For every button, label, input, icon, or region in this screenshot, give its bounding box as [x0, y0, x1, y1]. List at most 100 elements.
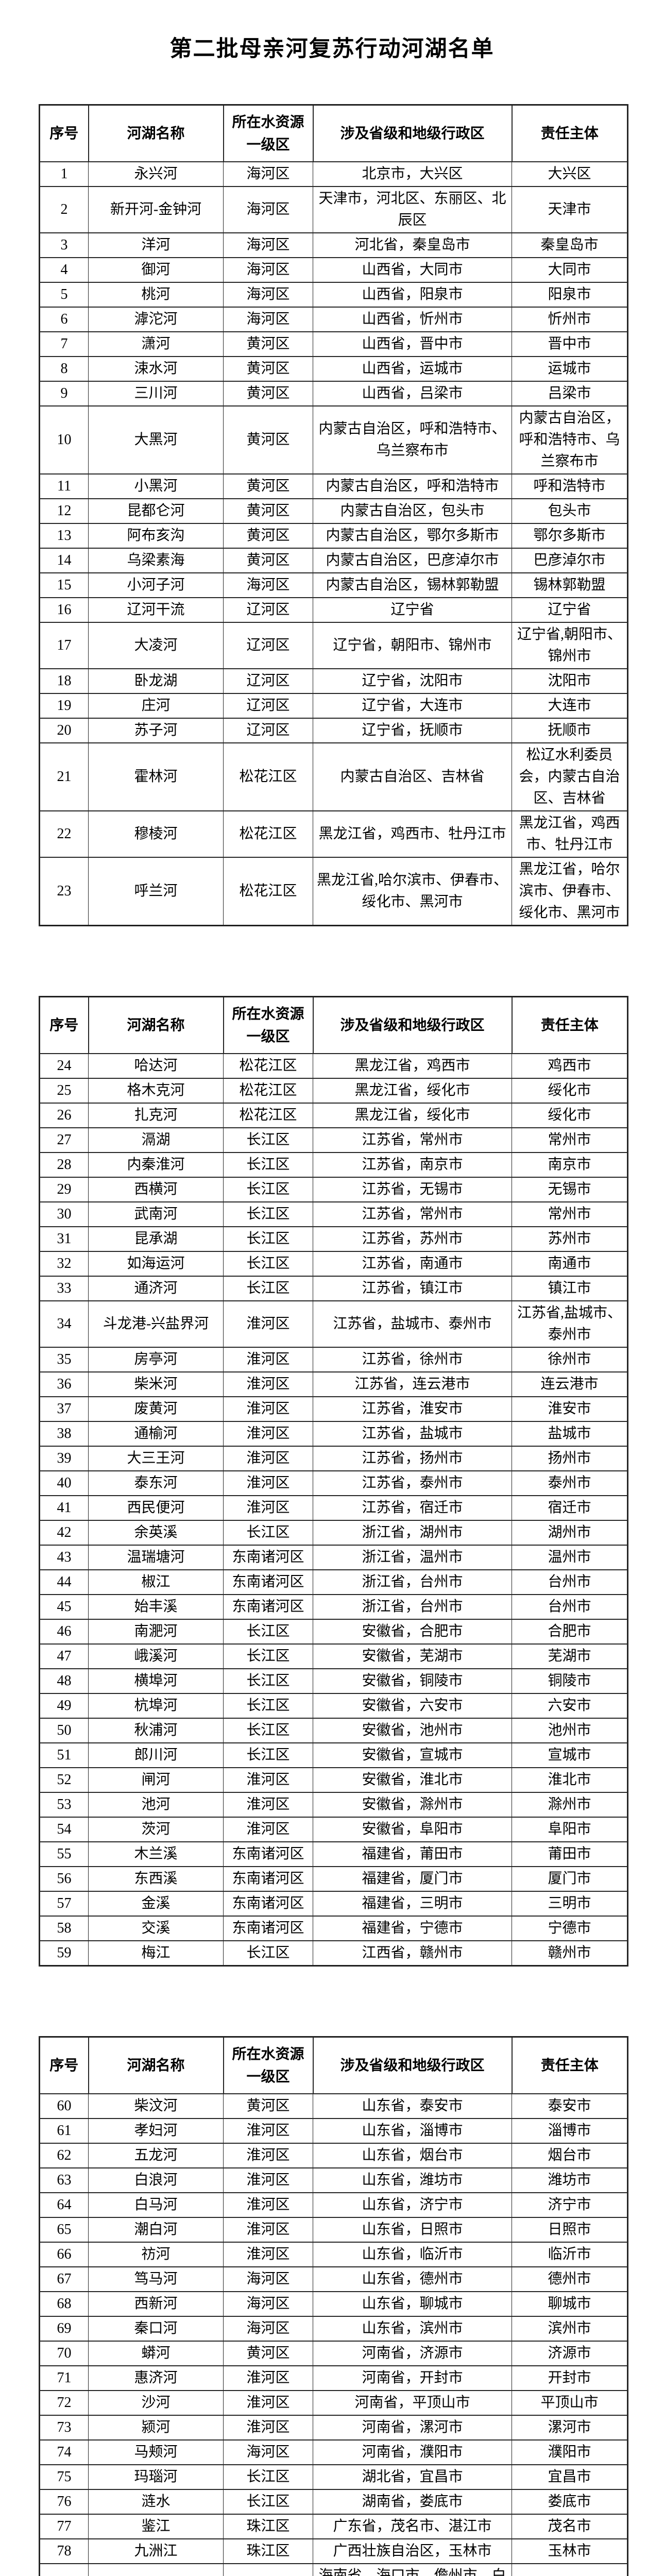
cell-serial-number: 32 [39, 1251, 89, 1277]
cell-admin-regions: 安徽省，淮北市 [313, 1767, 512, 1793]
cell-water-resource-zone: 黄河区 [223, 405, 313, 474]
header-serial-number: 序号 [39, 2036, 89, 2094]
table-row: 6 滹沱河 海河区 山西省，忻州市 忻州市 [39, 307, 628, 332]
river-table-section: 序号 河湖名称 所在水资源一级区 涉及省级和地级行政区 责任主体 60 柴汶河 … [39, 2036, 628, 2576]
cell-admin-regions: 山西省，晋中市 [313, 331, 512, 357]
cell-responsible-entity: 绥化市 [512, 1078, 628, 1104]
cell-serial-number: 8 [39, 356, 89, 382]
cell-serial-number: 19 [39, 693, 89, 719]
cell-river-lake-name: 茨河 [88, 1817, 224, 1842]
table-row: 30 武南河 长江区 江苏省，常州市 常州市 [39, 1201, 628, 1227]
cell-responsible-entity: 绥化市 [512, 1103, 628, 1128]
cell-admin-regions: 辽宁省，沈阳市 [313, 668, 512, 694]
header-water-resource-zone: 所在水资源一级区 [223, 2036, 314, 2094]
river-table-section: 序号 河湖名称 所在水资源一级区 涉及省级和地级行政区 责任主体 1 永兴河 海… [39, 104, 628, 926]
cell-admin-regions: 天津市，河北区、东丽区、北辰区 [313, 186, 512, 233]
table-row: 36 柴米河 淮河区 江苏省，连云港市 连云港市 [39, 1371, 628, 1397]
cell-water-resource-zone: 松花江区 [223, 1053, 313, 1079]
cell-water-resource-zone: 淮河区 [223, 1495, 313, 1521]
cell-water-resource-zone: 长江区 [223, 1643, 313, 1669]
cell-water-resource-zone: 长江区 [223, 1201, 313, 1227]
table-row: 42 余英溪 长江区 浙江省，湖州市 湖州市 [39, 1520, 628, 1546]
cell-admin-regions: 山东省，德州市 [313, 2266, 512, 2292]
cell-water-resource-zone: 松花江区 [223, 810, 313, 858]
cell-water-resource-zone: 长江区 [223, 1226, 313, 1252]
cell-serial-number: 38 [39, 1421, 89, 1447]
cell-water-resource-zone: 淮河区 [223, 1446, 313, 1471]
cell-river-lake-name: 洋河 [88, 232, 224, 258]
cell-serial-number: 29 [39, 1177, 89, 1202]
table-row: 27 滆湖 长江区 江苏省，常州市 常州市 [39, 1127, 628, 1153]
cell-responsible-entity: 茂名市 [512, 2514, 628, 2539]
table-row: 53 池河 淮河区 安徽省，滁州市 滁州市 [39, 1792, 628, 1818]
cell-responsible-entity: 德州市 [512, 2266, 628, 2292]
cell-admin-regions: 福建省，三明市 [313, 1891, 512, 1917]
cell-river-lake-name: 横埠河 [88, 1668, 224, 1694]
cell-admin-regions: 江苏省，无锡市 [313, 1177, 512, 1202]
cell-admin-regions: 山西省，阳泉市 [313, 282, 512, 308]
cell-water-resource-zone: 黄河区 [223, 331, 313, 357]
table-row: 39 大三王河 淮河区 江苏省，扬州市 扬州市 [39, 1446, 628, 1471]
header-responsible-entity: 责任主体 [511, 996, 628, 1054]
table-row: 10 大黑河 黄河区 内蒙古自治区，呼和浩特市、乌兰察布市 内蒙古自治区，呼和浩… [39, 405, 628, 474]
cell-serial-number: 7 [39, 331, 89, 357]
cell-river-lake-name: 斗龙港-兴盐界河 [88, 1300, 224, 1348]
cell-admin-regions: 河南省，济源市 [313, 2341, 512, 2366]
cell-serial-number: 76 [39, 2489, 89, 2515]
table-row: 76 涟水 长江区 湖南省，娄底市 娄底市 [39, 2489, 628, 2515]
river-table-section: 序号 河湖名称 所在水资源一级区 涉及省级和地级行政区 责任主体 24 哈达河 … [39, 996, 628, 1967]
cell-river-lake-name: 杭埠河 [88, 1693, 224, 1719]
cell-serial-number: 42 [39, 1520, 89, 1546]
cell-river-lake-name: 椒江 [88, 1569, 224, 1595]
cell-river-lake-name: 金溪 [88, 1891, 224, 1917]
cell-water-resource-zone: 海河区 [223, 2266, 313, 2292]
cell-admin-regions: 安徽省，池州市 [313, 1718, 512, 1743]
cell-responsible-entity: 聊城市 [512, 2291, 628, 2317]
cell-responsible-entity: 常州市 [512, 1127, 628, 1153]
cell-serial-number: 55 [39, 1841, 89, 1867]
cell-serial-number: 72 [39, 2390, 89, 2416]
cell-river-lake-name: 九洲江 [88, 2538, 224, 2564]
cell-responsible-entity: 济源市 [512, 2341, 628, 2366]
table-row: 24 哈达河 松花江区 黑龙江省，鸡西市 鸡西市 [39, 1053, 628, 1079]
cell-water-resource-zone: 淮河区 [223, 2118, 313, 2144]
cell-serial-number: 64 [39, 2192, 89, 2218]
cell-serial-number: 45 [39, 1594, 89, 1620]
cell-river-lake-name: 白浪河 [88, 2167, 224, 2193]
cell-serial-number: 48 [39, 1668, 89, 1694]
cell-responsible-entity: 平顶山市 [512, 2390, 628, 2416]
cell-serial-number: 11 [39, 473, 89, 499]
table-row: 77 鉴江 珠江区 广东省，茂名市、湛江市 茂名市 [39, 2514, 628, 2539]
river-table: 序号 河湖名称 所在水资源一级区 涉及省级和地级行政区 责任主体 1 永兴河 海… [39, 104, 628, 926]
cell-responsible-entity: 大兴区 [512, 161, 628, 187]
cell-responsible-entity: 济宁市 [512, 2192, 628, 2218]
cell-serial-number: 54 [39, 1817, 89, 1842]
table-row: 28 内秦淮河 长江区 江苏省，南京市 南京市 [39, 1152, 628, 1178]
table-body: 60 柴汶河 黄河区 山东省，泰安市 泰安市 61 孝妇河 淮河区 山东省，淄博… [39, 2093, 628, 2576]
cell-river-lake-name: 孝妇河 [88, 2118, 224, 2144]
cell-river-lake-name: 霍林河 [88, 742, 224, 811]
table-row: 58 交溪 东南诸河区 福建省，宁德市 宁德市 [39, 1916, 628, 1941]
cell-responsible-entity: 宿迁市 [512, 1495, 628, 1521]
cell-water-resource-zone: 东南诸河区 [223, 1594, 313, 1620]
cell-serial-number: 4 [39, 257, 89, 283]
cell-responsible-entity: 鸡西市 [512, 1053, 628, 1079]
cell-admin-regions: 江苏省，南通市 [313, 1251, 512, 1277]
cell-admin-regions: 内蒙古自治区，鄂尔多斯市 [313, 523, 512, 549]
cell-serial-number: 77 [39, 2514, 89, 2539]
table-row: 60 柴汶河 黄河区 山东省，泰安市 泰安市 [39, 2093, 628, 2119]
cell-water-resource-zone: 黄河区 [223, 498, 313, 524]
table-row: 26 扎克河 松花江区 黑龙江省，绥化市 绥化市 [39, 1103, 628, 1128]
cell-admin-regions: 江西省，赣州市 [313, 1940, 512, 1967]
table-row: 3 洋河 海河区 河北省，秦皇岛市 秦皇岛市 [39, 232, 628, 258]
table-row: 72 沙河 淮河区 河南省，平顶山市 平顶山市 [39, 2390, 628, 2416]
river-table: 序号 河湖名称 所在水资源一级区 涉及省级和地级行政区 责任主体 24 哈达河 … [39, 996, 628, 1967]
cell-water-resource-zone: 淮河区 [223, 2415, 313, 2441]
cell-river-lake-name: 白马河 [88, 2192, 224, 2218]
cell-water-resource-zone: 淮河区 [223, 2192, 313, 2218]
cell-serial-number: 53 [39, 1792, 89, 1818]
cell-responsible-entity: 秦皇岛市 [512, 232, 628, 258]
table-row: 19 庄河 辽河区 辽宁省，大连市 大连市 [39, 693, 628, 719]
cell-responsible-entity: 南京市 [512, 1152, 628, 1178]
